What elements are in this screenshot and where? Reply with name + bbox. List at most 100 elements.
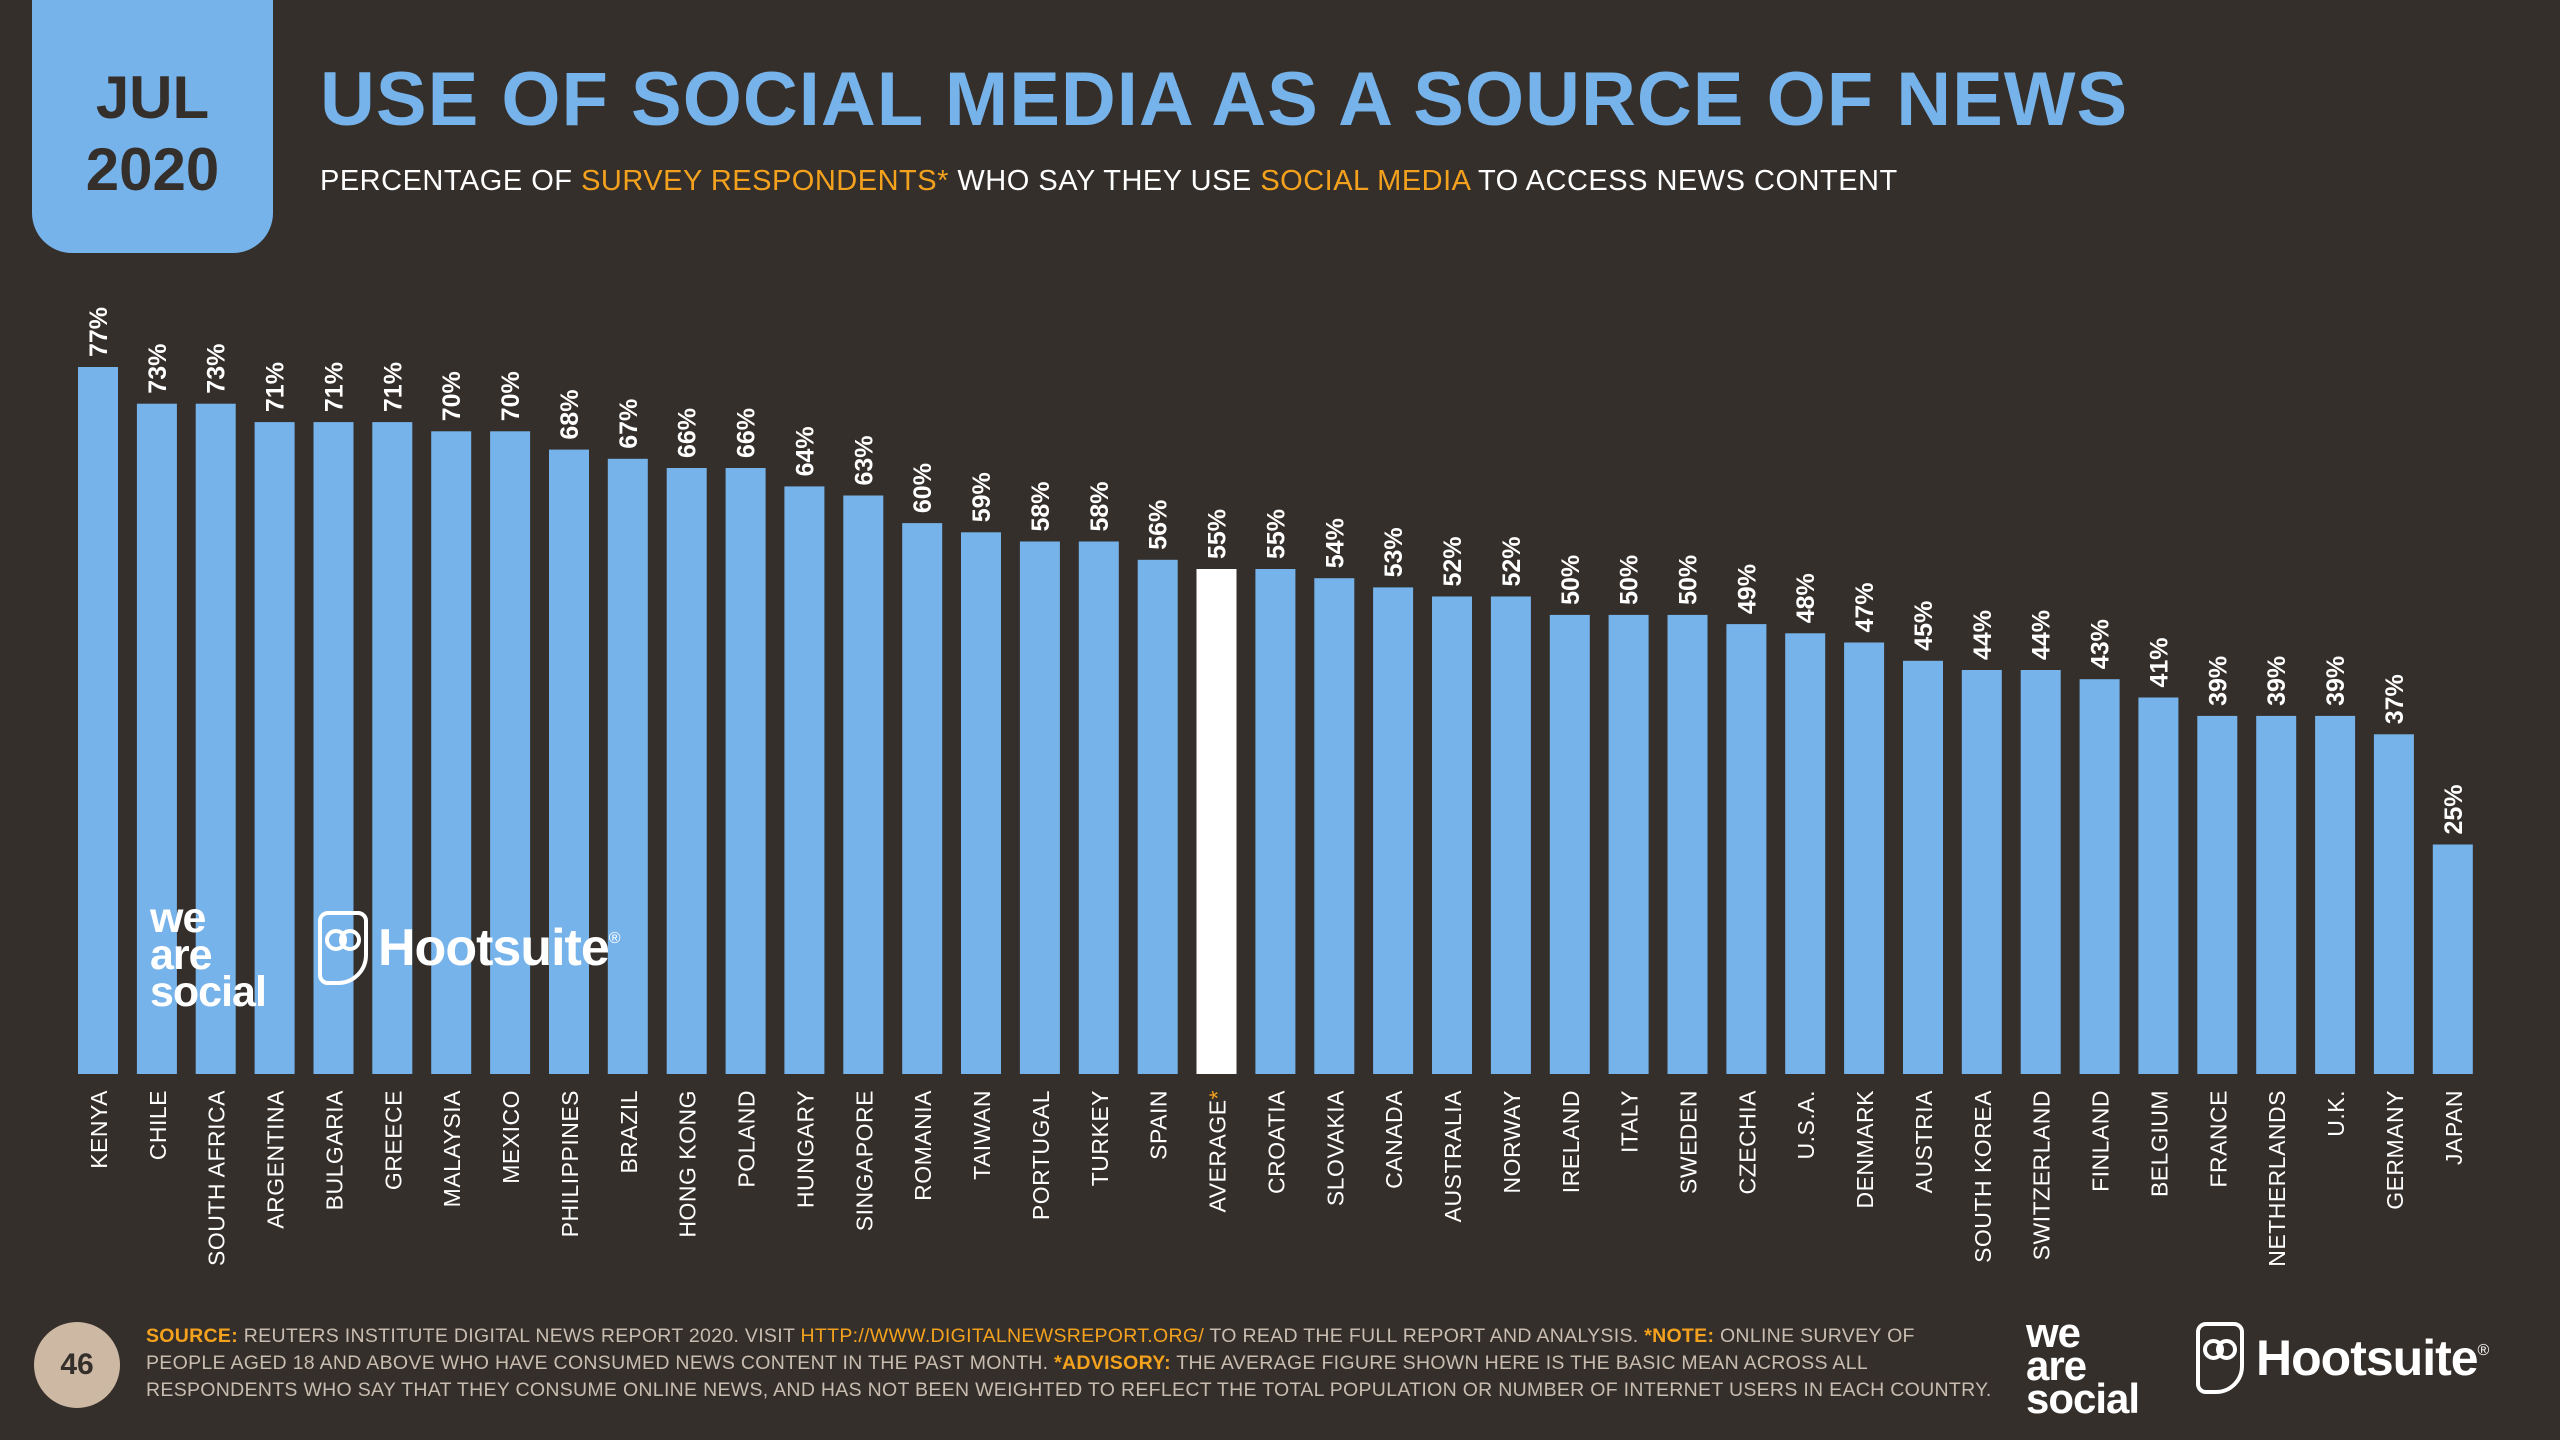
value-label: 71% [379,362,407,412]
category-label: ITALY [1617,1090,1643,1153]
bar-u-k [2315,715,2356,1074]
subtitle-highlight: SURVEY RESPONDENTS* [581,165,949,197]
bar-south-africa [195,403,236,1074]
value-label: 39% [2204,656,2232,706]
value-label: 64% [791,426,819,476]
registered-mark: ® [608,930,621,947]
bar-ireland [1549,614,1590,1074]
bar-sweden [1667,614,1708,1074]
category-label: SOUTH AFRICA [204,1090,230,1266]
category-label: SWEDEN [1676,1090,1702,1194]
value-label: 37% [2381,674,2409,724]
category-label: SOUTH KOREA [1970,1090,1996,1263]
bar-hungary [784,486,825,1074]
category-label: AUSTRIA [1911,1090,1937,1193]
category-label: MALAYSIA [439,1090,465,1207]
value-label: 41% [2145,637,2173,687]
value-label: 44% [1969,610,1997,660]
page-subtitle: PERCENTAGE OF SURVEY RESPONDENTS* WHO SA… [320,165,1898,198]
bar-kenya [78,367,118,1074]
category-label: FRANCE [2205,1090,2231,1188]
footer-we-are-social-logo: we are social [2026,1312,2140,1422]
date-month: JUL [95,64,210,131]
value-label: 71% [262,362,290,412]
category-label: ROMANIA [910,1090,936,1201]
subtitle-part: PERCENTAGE OF [320,165,582,197]
category-label: SPAIN [1146,1090,1172,1160]
value-label: 68% [556,390,584,440]
note-label: *NOTE: [1644,1325,1715,1347]
bar-belgium [2138,697,2179,1074]
value-label: 53% [1380,527,1408,577]
advisory-label: *ADVISORY: [1054,1352,1171,1374]
footer-hootsuite-logo: Hootsuite ® [2196,1322,2489,1394]
bar-brazil [607,458,648,1074]
value-label: 73% [144,344,172,394]
bar-hong-kong [666,468,707,1074]
bar-australia [1432,596,1472,1074]
value-label: 71% [321,362,349,412]
source-text-2: TO READ THE FULL REPORT AND ANALYSIS. [1204,1325,1645,1347]
value-label: 50% [1616,555,1644,605]
category-label: TURKEY [1087,1090,1113,1186]
bar-france [2197,715,2238,1074]
value-label: 66% [733,408,761,458]
bar-malaysia [431,431,472,1074]
date-badge: JUL 2020 [32,0,273,253]
category-label: NORWAY [1499,1090,1525,1194]
value-label: 70% [497,371,525,421]
value-label: 25% [2440,784,2468,834]
logo-word: are [150,931,213,979]
category-label: CROATIA [1263,1090,1289,1194]
category-label: TAIWAN [969,1090,995,1180]
category-label: U.K. [2323,1090,2349,1137]
owl-icon [2196,1322,2244,1394]
page-title: USE OF SOCIAL MEDIA AS A SOURCE OF NEWS [320,57,2129,142]
bar-slovakia [1314,578,1355,1074]
bar-average [1196,569,1237,1074]
category-label: KENYA [86,1090,112,1169]
category-label: IRELAND [1558,1090,1584,1193]
value-label: 55% [1262,509,1290,559]
logo-word: social [2026,1375,2140,1422]
category-label: HONG KONG [675,1090,701,1238]
value-label: 66% [674,408,702,458]
value-label: 70% [438,371,466,421]
bar-austria [1903,660,1943,1074]
bar-spain [1137,559,1178,1074]
category-label: CZECHIA [1734,1090,1760,1195]
value-label: 63% [850,435,878,485]
bar-poland [725,468,766,1074]
value-label: 67% [615,399,643,449]
registered-mark: ® [2477,1342,2490,1359]
source-text: REUTERS INSTITUTE DIGITAL NEWS REPORT 20… [238,1325,801,1347]
note-text: ONLINE SURVEY OF PEOPLE AGED 18 AND ABOV… [146,1325,1915,1374]
logo-word: we [150,894,206,942]
subtitle-part: TO ACCESS NEWS CONTENT [1469,165,1898,197]
bar-germany [2373,734,2414,1074]
highlight-marker: * [1205,1090,1231,1099]
page-number: 46 [34,1322,120,1408]
bar-taiwan [961,532,1001,1074]
value-label: 58% [1086,481,1114,531]
category-label: FINLAND [2088,1090,2114,1192]
category-label: MEXICO [498,1090,524,1184]
category-label: GERMANY [2382,1090,2408,1210]
value-label: 73% [203,344,231,394]
bar-czechia [1726,624,1767,1074]
category-label: PHILIPPINES [557,1090,583,1237]
value-label: 52% [1439,536,1467,586]
category-label: SLOVAKIA [1322,1090,1348,1206]
hootsuite-wordmark: Hootsuite [378,919,610,977]
bar-italy [1608,614,1649,1074]
source-link[interactable]: HTTP://WWW.DIGITALNEWSREPORT.ORG/ [800,1325,1205,1347]
bar-japan [2432,844,2473,1074]
category-label: GREECE [380,1090,406,1190]
category-label: SINGAPORE [851,1090,877,1231]
category-label: U.S.A. [1793,1090,1819,1159]
hootsuite-logo: Hootsuite ® [318,908,621,988]
category-label: NETHERLANDS [2264,1090,2290,1267]
bar-netherlands [2256,715,2297,1074]
bar-turkey [1078,541,1119,1074]
bar-romania [902,523,943,1074]
